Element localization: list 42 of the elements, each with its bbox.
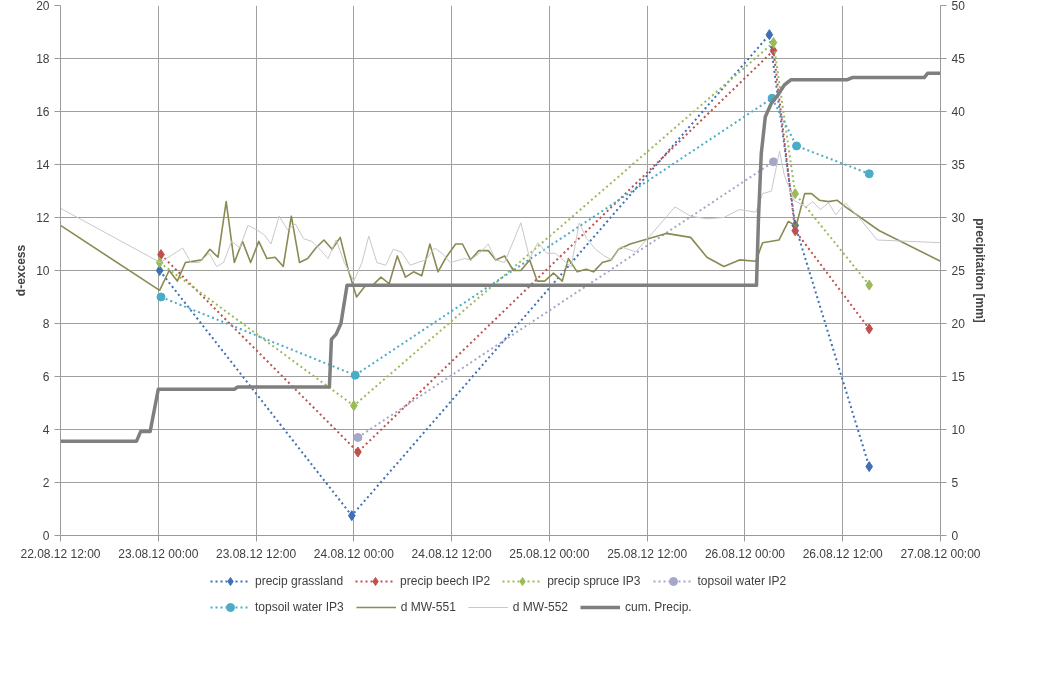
x-tick-label: 24.08.12 12:00: [411, 546, 492, 561]
x-tick-label: 22.08.12 12:00: [20, 546, 101, 561]
y-axis-title: d-excess: [14, 244, 29, 297]
y2-tick-label: 15: [951, 370, 966, 384]
y2-tick-label: 10: [951, 423, 966, 437]
legend-label: precip spruce IP3: [547, 574, 641, 588]
y-tick-label: 18: [36, 52, 50, 66]
y2-tick-label: 0: [951, 529, 959, 543]
x-tick-label: 27.08.12 00:00: [900, 546, 981, 561]
x-tick-label: 23.08.12 12:00: [216, 546, 297, 561]
y-tick-label: 8: [42, 317, 50, 331]
legend-label: d MW-552: [512, 600, 568, 614]
y2-tick-label: 5: [951, 476, 959, 490]
y-tick-label: 14: [36, 158, 50, 172]
y2-tick-label: 25: [951, 264, 966, 278]
y2-tick-label: 45: [951, 52, 966, 66]
y-tick-label: 16: [36, 105, 50, 119]
legend-label: cum. Precip.: [625, 600, 692, 614]
legend-label: topsoil water IP3: [255, 600, 344, 614]
legend-label: topsoil water IP2: [697, 574, 787, 588]
x-tick-label: 24.08.12 00:00: [313, 546, 395, 561]
y2-tick-label: 40: [951, 105, 966, 119]
y2-tick-label: 20: [951, 317, 966, 331]
y2-tick-label: 30: [951, 211, 966, 225]
y-tick-label: 2: [42, 476, 50, 490]
y-tick-label: 0: [42, 529, 50, 543]
legend-label: precip beech IP2: [400, 574, 491, 588]
y-tick-label: 20: [36, 0, 50, 13]
x-tick-label: 23.08.12 00:00: [118, 546, 199, 561]
x-tick-label: 26.08.12 00:00: [704, 546, 786, 561]
y2-axis-title: precipitation [mm]: [972, 218, 987, 323]
x-tick-label: 26.08.12 12:00: [802, 546, 884, 561]
y2-tick-label: 50: [951, 0, 966, 13]
y2-tick-label: 35: [951, 158, 966, 172]
x-tick-label: 25.08.12 00:00: [509, 546, 590, 561]
x-tick-label: 25.08.12 12:00: [607, 546, 688, 561]
y-tick-label: 10: [36, 264, 50, 278]
y-tick-label: 12: [36, 211, 50, 225]
y-tick-label: 4: [42, 423, 50, 437]
legend-label: d MW-551: [400, 600, 456, 614]
y-tick-label: 6: [42, 370, 50, 384]
legend-label: precip grassland: [255, 574, 344, 588]
